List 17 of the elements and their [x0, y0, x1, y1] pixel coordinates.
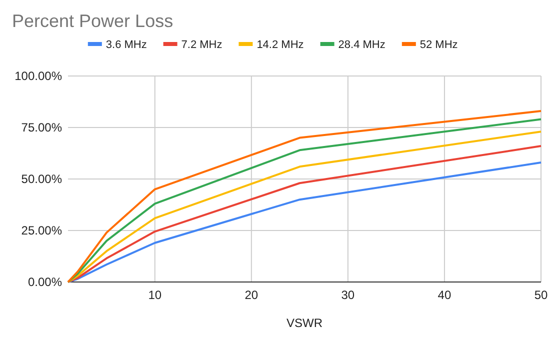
x-tick-label: 50 [534, 288, 548, 302]
y-tick-label: 75.00% [21, 120, 62, 135]
x-tick-label: 20 [244, 288, 258, 302]
x-tick-label: 30 [341, 288, 355, 302]
legend-label: 52 MHz [420, 39, 458, 52]
y-tick-label: 50.00% [21, 172, 62, 186]
y-tick-label: 100.00% [14, 69, 62, 84]
x-tick-label: 10 [148, 288, 162, 302]
x-axis-title: VSWR [286, 316, 323, 330]
y-tick-label: 0.00% [28, 275, 62, 290]
legend-label: 7.2 MHz [181, 39, 222, 52]
legend-label: 28.4 MHz [338, 39, 386, 52]
legend-label: 14.2 MHz [256, 39, 304, 52]
x-tick-label: 40 [438, 288, 452, 302]
chart-title: Percent Power Loss [12, 11, 174, 31]
y-tick-label: 25.00% [21, 224, 62, 238]
legend-label: 3.6 MHz [106, 39, 147, 52]
